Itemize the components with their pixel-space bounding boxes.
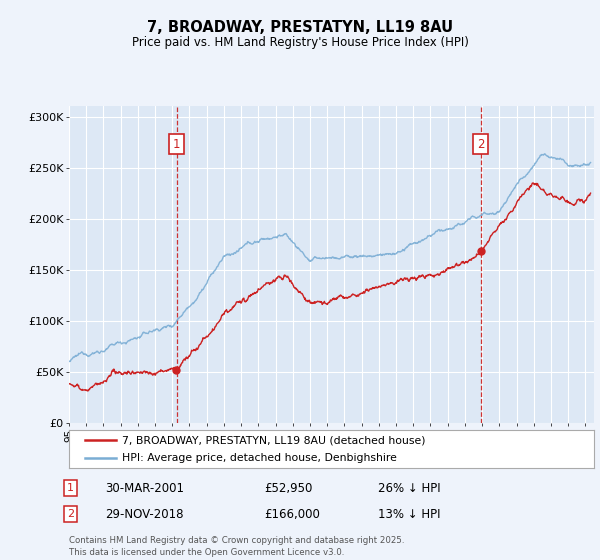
Text: 26% ↓ HPI: 26% ↓ HPI <box>378 482 440 495</box>
Text: 30-MAR-2001: 30-MAR-2001 <box>105 482 184 495</box>
Text: 2: 2 <box>67 509 74 519</box>
Text: 7, BROADWAY, PRESTATYN, LL19 8AU (detached house): 7, BROADWAY, PRESTATYN, LL19 8AU (detach… <box>121 435 425 445</box>
Text: 1: 1 <box>67 483 74 493</box>
Text: 13% ↓ HPI: 13% ↓ HPI <box>378 507 440 521</box>
Text: HPI: Average price, detached house, Denbighshire: HPI: Average price, detached house, Denb… <box>121 453 397 463</box>
Text: 29-NOV-2018: 29-NOV-2018 <box>105 507 184 521</box>
Text: £52,950: £52,950 <box>264 482 313 495</box>
Text: Price paid vs. HM Land Registry's House Price Index (HPI): Price paid vs. HM Land Registry's House … <box>131 36 469 49</box>
Text: 1: 1 <box>173 138 181 151</box>
Text: £166,000: £166,000 <box>264 507 320 521</box>
Text: 7, BROADWAY, PRESTATYN, LL19 8AU: 7, BROADWAY, PRESTATYN, LL19 8AU <box>147 20 453 35</box>
Text: Contains HM Land Registry data © Crown copyright and database right 2025.
This d: Contains HM Land Registry data © Crown c… <box>69 536 404 557</box>
Text: 2: 2 <box>477 138 484 151</box>
